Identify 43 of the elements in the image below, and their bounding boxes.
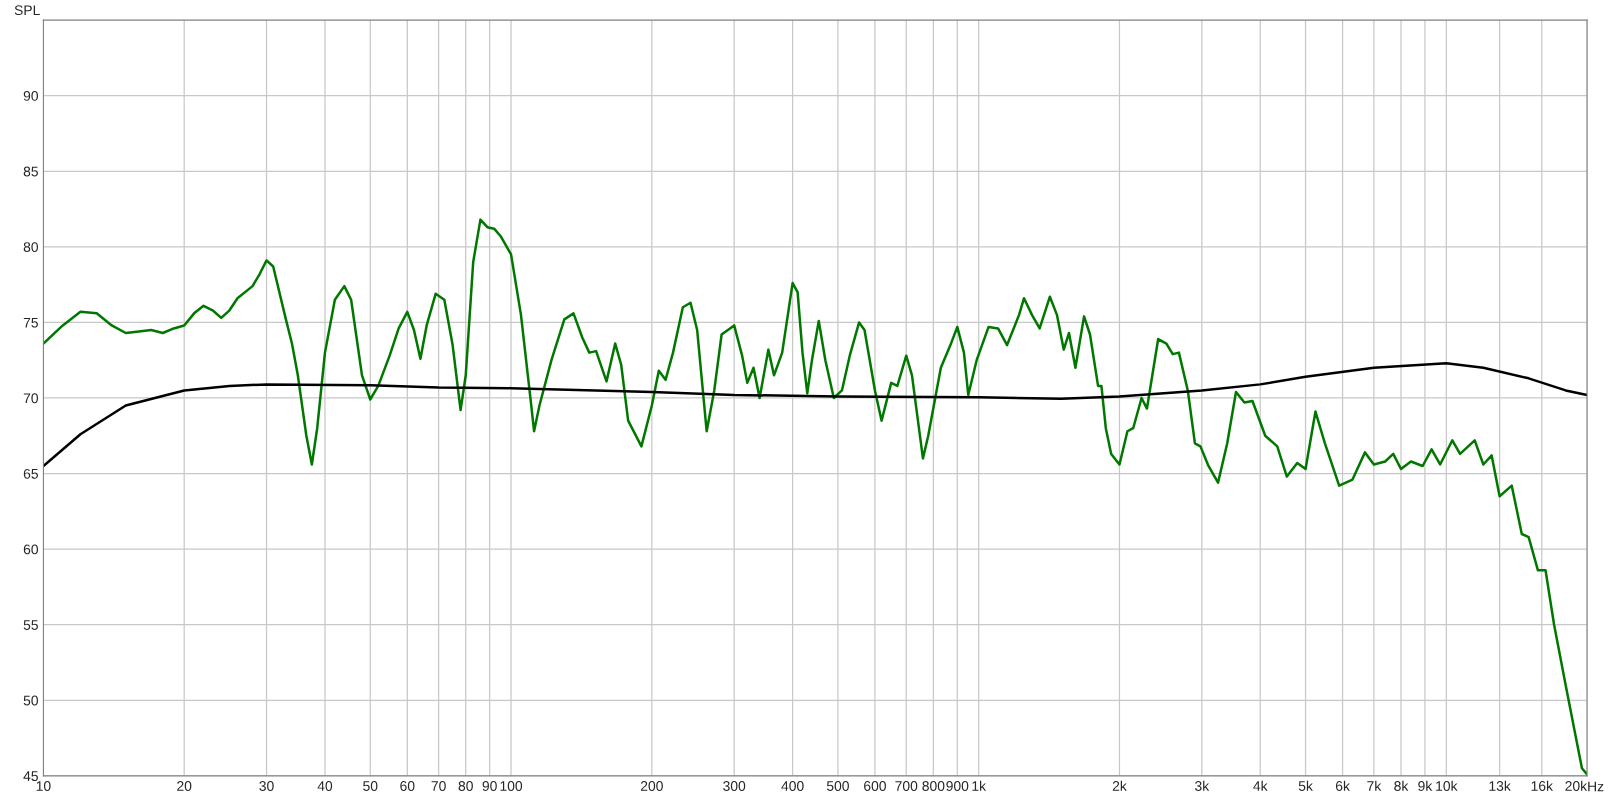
x-tick-label: 7k bbox=[1367, 780, 1382, 791]
x-tick-label: 40 bbox=[317, 781, 333, 791]
x-tick-label: 200 bbox=[640, 781, 663, 791]
x-tick-label: 50 bbox=[363, 781, 378, 791]
x-tick-label: 20k bbox=[1565, 780, 1588, 791]
x-axis-title: Hz bbox=[1588, 781, 1604, 792]
y-tick-label: 85 bbox=[23, 166, 38, 177]
x-tick-label: 3k bbox=[1195, 780, 1210, 791]
x-tick-label: 30 bbox=[259, 781, 274, 791]
x-tick-label: 9k bbox=[1418, 780, 1433, 791]
x-tick-label: 800 bbox=[922, 781, 945, 791]
x-tick-label: 5k bbox=[1298, 780, 1313, 791]
y-axis-title: SPL bbox=[14, 5, 40, 16]
x-tick-label: 2k bbox=[1112, 780, 1127, 791]
y-tick-label: 45 bbox=[23, 771, 38, 782]
x-tick-label: 6k bbox=[1335, 780, 1350, 791]
y-tick-label: 55 bbox=[23, 620, 38, 630]
y-tick-label: 90 bbox=[23, 91, 39, 101]
x-tick-label: 4k bbox=[1253, 780, 1268, 791]
x-tick-label: 100 bbox=[500, 781, 523, 791]
y-tick-label: 70 bbox=[23, 393, 39, 404]
x-tick-label: 900 bbox=[946, 781, 969, 791]
x-tick-label: 13k bbox=[1489, 780, 1511, 791]
x-tick-label: 1k bbox=[972, 780, 987, 791]
x-tick-label: 70 bbox=[431, 781, 446, 791]
x-tick-label: 700 bbox=[895, 781, 918, 791]
x-tick-label: 300 bbox=[723, 781, 746, 791]
x-tick-label: 20 bbox=[177, 781, 192, 791]
y-tick-label: 75 bbox=[23, 317, 38, 328]
y-tick-label: 80 bbox=[23, 242, 39, 252]
y-tick-label: 65 bbox=[23, 468, 38, 479]
x-tick-label: 90 bbox=[482, 781, 497, 791]
x-tick-label: 16k bbox=[1531, 780, 1553, 791]
x-tick-label: 10 bbox=[36, 781, 51, 791]
y-tick-label: 60 bbox=[23, 544, 39, 555]
x-tick-label: 400 bbox=[781, 781, 804, 791]
x-tick-label: 600 bbox=[864, 781, 886, 791]
x-tick-label: 8k bbox=[1394, 780, 1409, 791]
x-tick-label: 10k bbox=[1436, 780, 1458, 791]
x-tick-label: 60 bbox=[400, 781, 415, 791]
y-tick-label: 50 bbox=[23, 695, 39, 706]
x-tick-label: 500 bbox=[826, 781, 849, 791]
x-tick-label: 80 bbox=[458, 781, 473, 791]
